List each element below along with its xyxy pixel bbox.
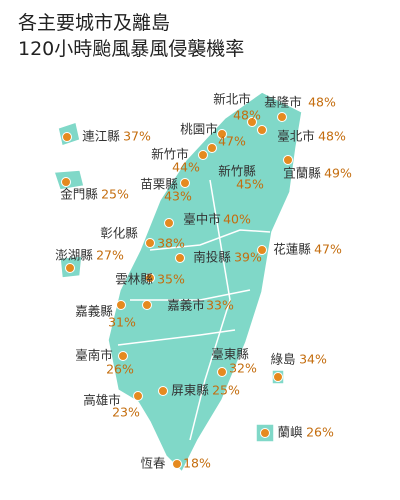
region-name: 新北市 <box>213 92 251 107</box>
region-percent: 33% <box>206 298 234 313</box>
region-name: 澎湖縣 <box>55 248 93 263</box>
region-name: 高雄市 <box>83 393 121 408</box>
region-name: 連江縣 <box>82 129 120 144</box>
region-name: 雲林縣 <box>115 272 153 287</box>
location-dot <box>273 372 283 382</box>
region-percent: 48% <box>318 129 346 144</box>
region-name: 南投縣 <box>193 250 231 265</box>
region-percent: 47% <box>218 134 246 149</box>
border <box>189 179 231 441</box>
location-dot <box>145 238 155 248</box>
region-percent: 38% <box>157 236 185 251</box>
region-name: 屏東縣 <box>171 383 209 398</box>
location-dot <box>175 253 185 263</box>
region-percent: 35% <box>157 272 185 287</box>
location-dot <box>198 150 208 160</box>
region-name: 桃園市 <box>180 122 218 137</box>
location-dot <box>65 263 75 273</box>
region-percent: 18% <box>183 456 211 471</box>
location-dot <box>164 218 174 228</box>
region-name: 花蓮縣 <box>273 242 311 257</box>
region-name: 基隆市 <box>264 95 302 110</box>
title-line: 120小時颱風暴風侵襲機率 <box>18 38 245 60</box>
region-percent: 26% <box>306 425 334 440</box>
region-percent: 23% <box>112 405 140 420</box>
border <box>117 329 236 346</box>
region-name: 嘉義市 <box>167 298 205 313</box>
location-dot <box>217 367 227 377</box>
region-percent: 31% <box>108 315 136 330</box>
region-name: 綠島 <box>270 352 295 367</box>
region-percent: 25% <box>101 187 129 202</box>
region-percent: 48% <box>308 95 336 110</box>
region-name: 恆春 <box>140 456 166 471</box>
location-dot <box>260 428 270 438</box>
location-dot <box>207 143 217 153</box>
location-dot <box>158 386 168 396</box>
location-dot <box>62 132 72 142</box>
location-dot <box>247 117 257 127</box>
region-name: 蘭嶼 <box>277 425 303 440</box>
taiwan <box>107 91 303 474</box>
region-name: 彰化縣 <box>100 226 138 241</box>
region-percent: 49% <box>324 166 352 181</box>
region-name: 臺中市 <box>183 212 221 227</box>
location-dot <box>283 155 293 165</box>
region-percent: 45% <box>236 177 264 192</box>
region-name: 新竹市 <box>151 147 189 162</box>
region-percent: 37% <box>123 129 151 144</box>
region-name: 臺北市 <box>277 129 315 144</box>
region-percent: 40% <box>223 212 251 227</box>
location-dot <box>61 177 71 187</box>
region-name: 苗栗縣 <box>140 177 178 192</box>
region-name: 新竹縣 <box>218 164 256 179</box>
region-name: 嘉義縣 <box>75 304 113 319</box>
region-percent: 32% <box>229 361 257 376</box>
land <box>52 91 303 474</box>
title-line: 各主要城市及離島 <box>18 12 171 34</box>
region-percent: 25% <box>212 383 240 398</box>
location-dot <box>217 129 227 139</box>
region-percent: 43% <box>164 189 192 204</box>
region-name: 金門縣 <box>60 187 98 202</box>
location-dot <box>277 112 287 122</box>
region-percent: 26% <box>106 362 134 377</box>
region-percent: 39% <box>234 250 262 265</box>
region-percent: 48% <box>233 108 261 123</box>
region-percent: 34% <box>299 352 327 367</box>
region-name: 宜蘭縣 <box>283 166 321 181</box>
location-dot <box>142 300 152 310</box>
location-dot <box>257 125 267 135</box>
location-dot <box>172 459 182 469</box>
region-percent: 47% <box>314 242 342 257</box>
region-name: 臺南市 <box>75 348 113 363</box>
location-dot <box>180 178 190 188</box>
location-dot <box>116 300 126 310</box>
location-dot <box>133 391 143 401</box>
region-name: 臺東縣 <box>211 347 249 362</box>
region-percent: 44% <box>172 160 200 175</box>
location-dot <box>257 245 267 255</box>
region-percent: 27% <box>96 248 124 263</box>
border <box>130 289 251 301</box>
location-dot <box>118 351 128 361</box>
location-dot <box>145 273 155 283</box>
